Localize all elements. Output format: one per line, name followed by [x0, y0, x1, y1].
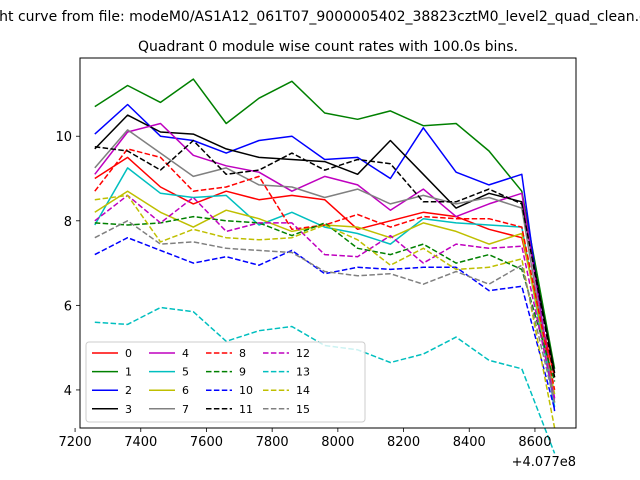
y-tick-label: 6	[64, 299, 72, 314]
x-tick-label: 7800	[256, 435, 289, 450]
series-line-14	[94, 194, 556, 429]
series-line-9	[94, 215, 556, 382]
legend-label-1: 1	[125, 366, 132, 379]
x-tick-label: 7200	[59, 435, 92, 450]
series-line-4	[94, 122, 556, 399]
y-tick-label: 8	[64, 215, 72, 230]
series-line-12	[94, 194, 556, 401]
legend-label-2: 2	[125, 384, 132, 397]
x-tick-label: 8600	[518, 435, 551, 450]
series-line-7	[94, 129, 556, 403]
x-tick-label: 7600	[190, 435, 223, 450]
x-tick-label: 8000	[321, 435, 354, 450]
series-line-3	[94, 114, 556, 374]
x-tick-label: 8400	[453, 435, 486, 450]
x-tick-label: 7400	[124, 435, 157, 450]
legend-label-10: 10	[239, 384, 253, 397]
series-line-10	[94, 236, 556, 410]
x-offset-text: +4.077e8	[512, 455, 576, 470]
legend-label-15: 15	[296, 403, 310, 416]
chart-title: Quadrant 0 module wise count rates with …	[138, 39, 518, 55]
legend-frame	[85, 341, 366, 423]
y-tick-label: 4	[64, 384, 72, 399]
legend-label-9: 9	[239, 366, 246, 379]
legend-label-12: 12	[296, 347, 310, 360]
legend-label-4: 4	[182, 347, 189, 360]
series-line-2	[94, 103, 556, 412]
y-tick-label: 10	[55, 130, 72, 145]
series-line-8	[94, 148, 556, 391]
legend-label-11: 11	[239, 403, 253, 416]
legend-label-6: 6	[182, 384, 189, 397]
legend-label-7: 7	[182, 403, 189, 416]
series-layer	[94, 78, 556, 454]
legend-label-5: 5	[182, 366, 189, 379]
legend-label-14: 14	[296, 384, 310, 397]
series-line-1	[94, 78, 556, 369]
legend-label-13: 13	[296, 366, 310, 379]
series-line-13	[94, 306, 556, 454]
x-tick-label: 8200	[387, 435, 420, 450]
legend-label-0: 0	[125, 347, 132, 360]
legend-label-8: 8	[239, 347, 246, 360]
series-line-5	[94, 167, 556, 408]
plot-border	[79, 57, 577, 429]
series-line-0	[94, 156, 556, 378]
legend-label-3: 3	[125, 403, 132, 416]
figure-suptitle: Light curve from file: modeM0/AS1A12_061…	[0, 9, 640, 25]
series-line-15	[94, 220, 556, 403]
series-line-11	[94, 139, 556, 378]
